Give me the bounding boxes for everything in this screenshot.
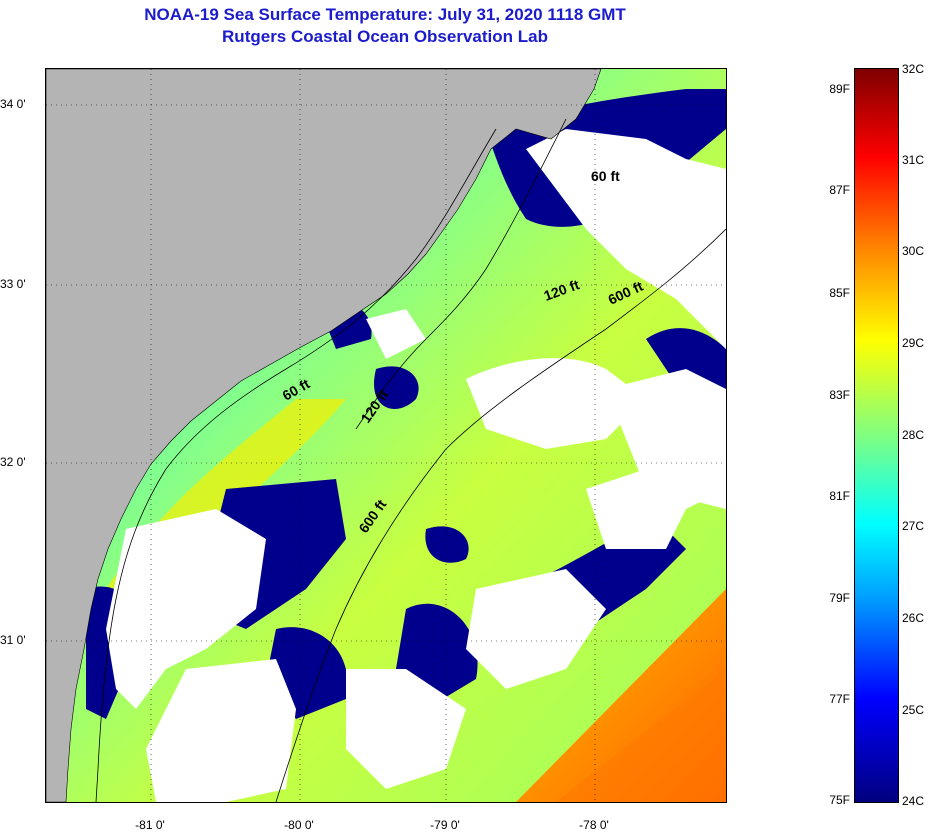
temperature-colorbar [854,68,899,803]
colorbar-f-75: 75F [829,793,850,807]
lat-label-33: 33 0' [0,277,26,291]
colorbar-c-25: 25C [902,703,925,717]
lon-label-78: -78 0' [579,818,609,832]
lon-label-80: -80 0' [284,818,314,832]
map-title: NOAA-19 Sea Surface Temperature: July 31… [144,5,626,24]
lon-label-79: -79 0' [430,818,460,832]
colorbar-f-81: 81F [829,489,850,503]
colorbar-f-79: 79F [829,591,850,605]
contour-60ft [95,128,497,802]
colorbar-f-85: 85F [829,286,850,300]
lon-label-81: -81 0' [135,818,165,832]
sst-map[interactable]: 60 ft 120 ft 600 ft 60 ft 120 ft 600 ft [45,68,727,803]
colorbar-c-29: 29C [902,336,925,350]
cloud-patches [106,129,726,802]
colorbar-f-77: 77F [829,692,850,706]
contour-label-60ft-north: 60 ft [591,168,620,184]
colorbar-c-30: 30C [902,244,925,258]
colorbar-c-31: 31C [902,153,925,167]
lat-lon-grid [46,69,726,802]
lat-label-34: 34 0' [0,97,26,111]
colorbar-c-32: 32C [902,62,925,76]
lat-label-31: 31 0' [0,633,26,647]
colorbar-c-27: 27C [902,519,925,533]
contour-120ft [355,118,567,430]
lat-label-32: 32 0' [0,455,26,469]
colorbar-c-28: 28C [902,428,925,442]
colorbar-c-24: 24C [902,794,925,808]
colorbar-c-26: 26C [902,611,925,625]
land-area [46,69,602,802]
map-subtitle: Rutgers Coastal Ocean Observation Lab [222,27,548,46]
colorbar-f-83: 83F [829,388,850,402]
colorbar-f-89: 89F [829,82,850,96]
colorbar-f-87: 87F [829,183,850,197]
